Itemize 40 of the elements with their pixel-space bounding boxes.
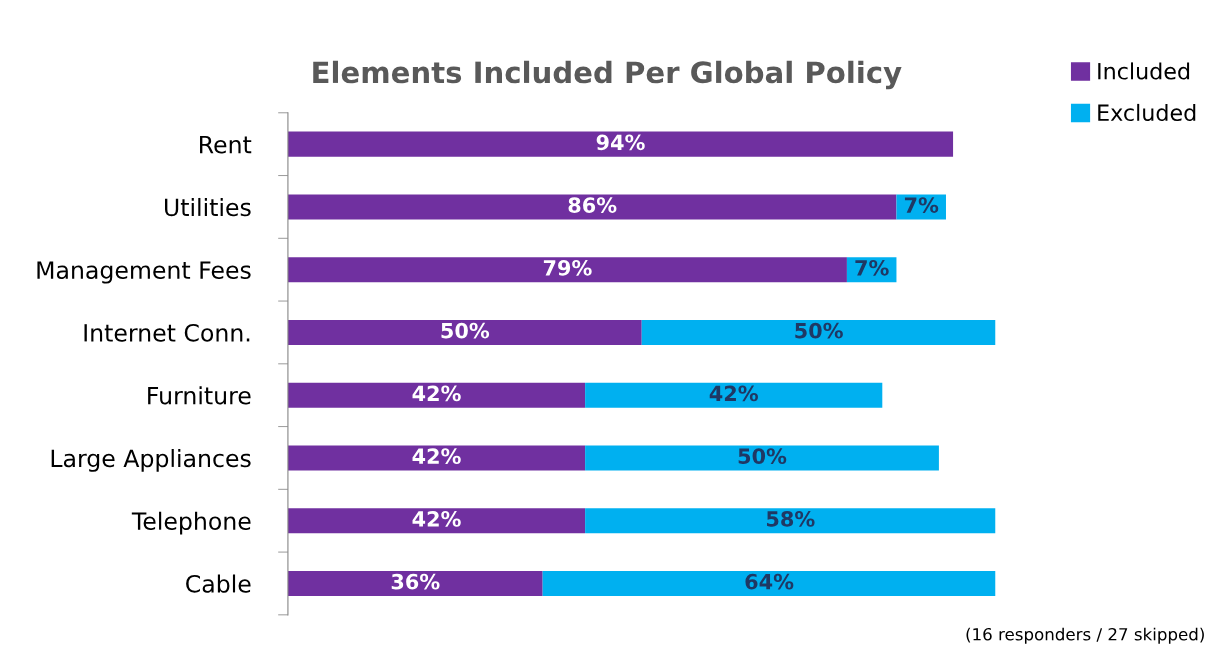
- data-label: 50%: [738, 448, 787, 464]
- bar: [641, 319, 996, 345]
- data-label: 94%: [596, 134, 645, 151]
- bar: [542, 570, 996, 597]
- data-label: 36%: [391, 573, 440, 590]
- data-label: 7%: [855, 259, 889, 276]
- data-label: 42%: [412, 385, 461, 402]
- y-tick-label: Internet Conn.: [84, 323, 250, 342]
- bar: [287, 508, 586, 534]
- legend-label: Included: [1098, 62, 1190, 80]
- data-label: 50%: [441, 322, 490, 339]
- y-tick-label: Furniture: [148, 386, 251, 405]
- bar: [287, 131, 954, 157]
- bar: [585, 382, 883, 408]
- data-label: 42%: [412, 510, 461, 527]
- bar: [585, 508, 996, 534]
- y-tick-label: Large Appliances: [51, 448, 251, 472]
- y-tick-label: Rent: [200, 135, 252, 154]
- data-label: 64%: [745, 573, 794, 590]
- bar: [585, 445, 939, 471]
- bar: [287, 382, 586, 408]
- y-tick-label: Telephone: [131, 511, 251, 535]
- data-label: 7%: [904, 197, 939, 213]
- y-tick-label: Utilities: [165, 197, 251, 217]
- data-label: 86%: [568, 197, 617, 213]
- data-label: 58%: [766, 510, 815, 527]
- legend-label: Excluded: [1098, 103, 1196, 122]
- bar: [287, 570, 543, 597]
- y-tick-label: Management Fees: [37, 261, 251, 284]
- chart-title: Elements Included Per Global Policy: [313, 60, 902, 90]
- data-label: 42%: [412, 448, 461, 464]
- bar: [287, 257, 847, 283]
- data-label: 79%: [543, 259, 592, 276]
- bar: [287, 445, 586, 471]
- bar: [287, 194, 897, 220]
- bar: [287, 319, 642, 345]
- data-label: 42%: [709, 385, 758, 402]
- text: (16 responders / 27 skipped): [966, 627, 1204, 644]
- data-label: 50%: [795, 322, 843, 339]
- y-tick-label: Cable: [186, 574, 251, 593]
